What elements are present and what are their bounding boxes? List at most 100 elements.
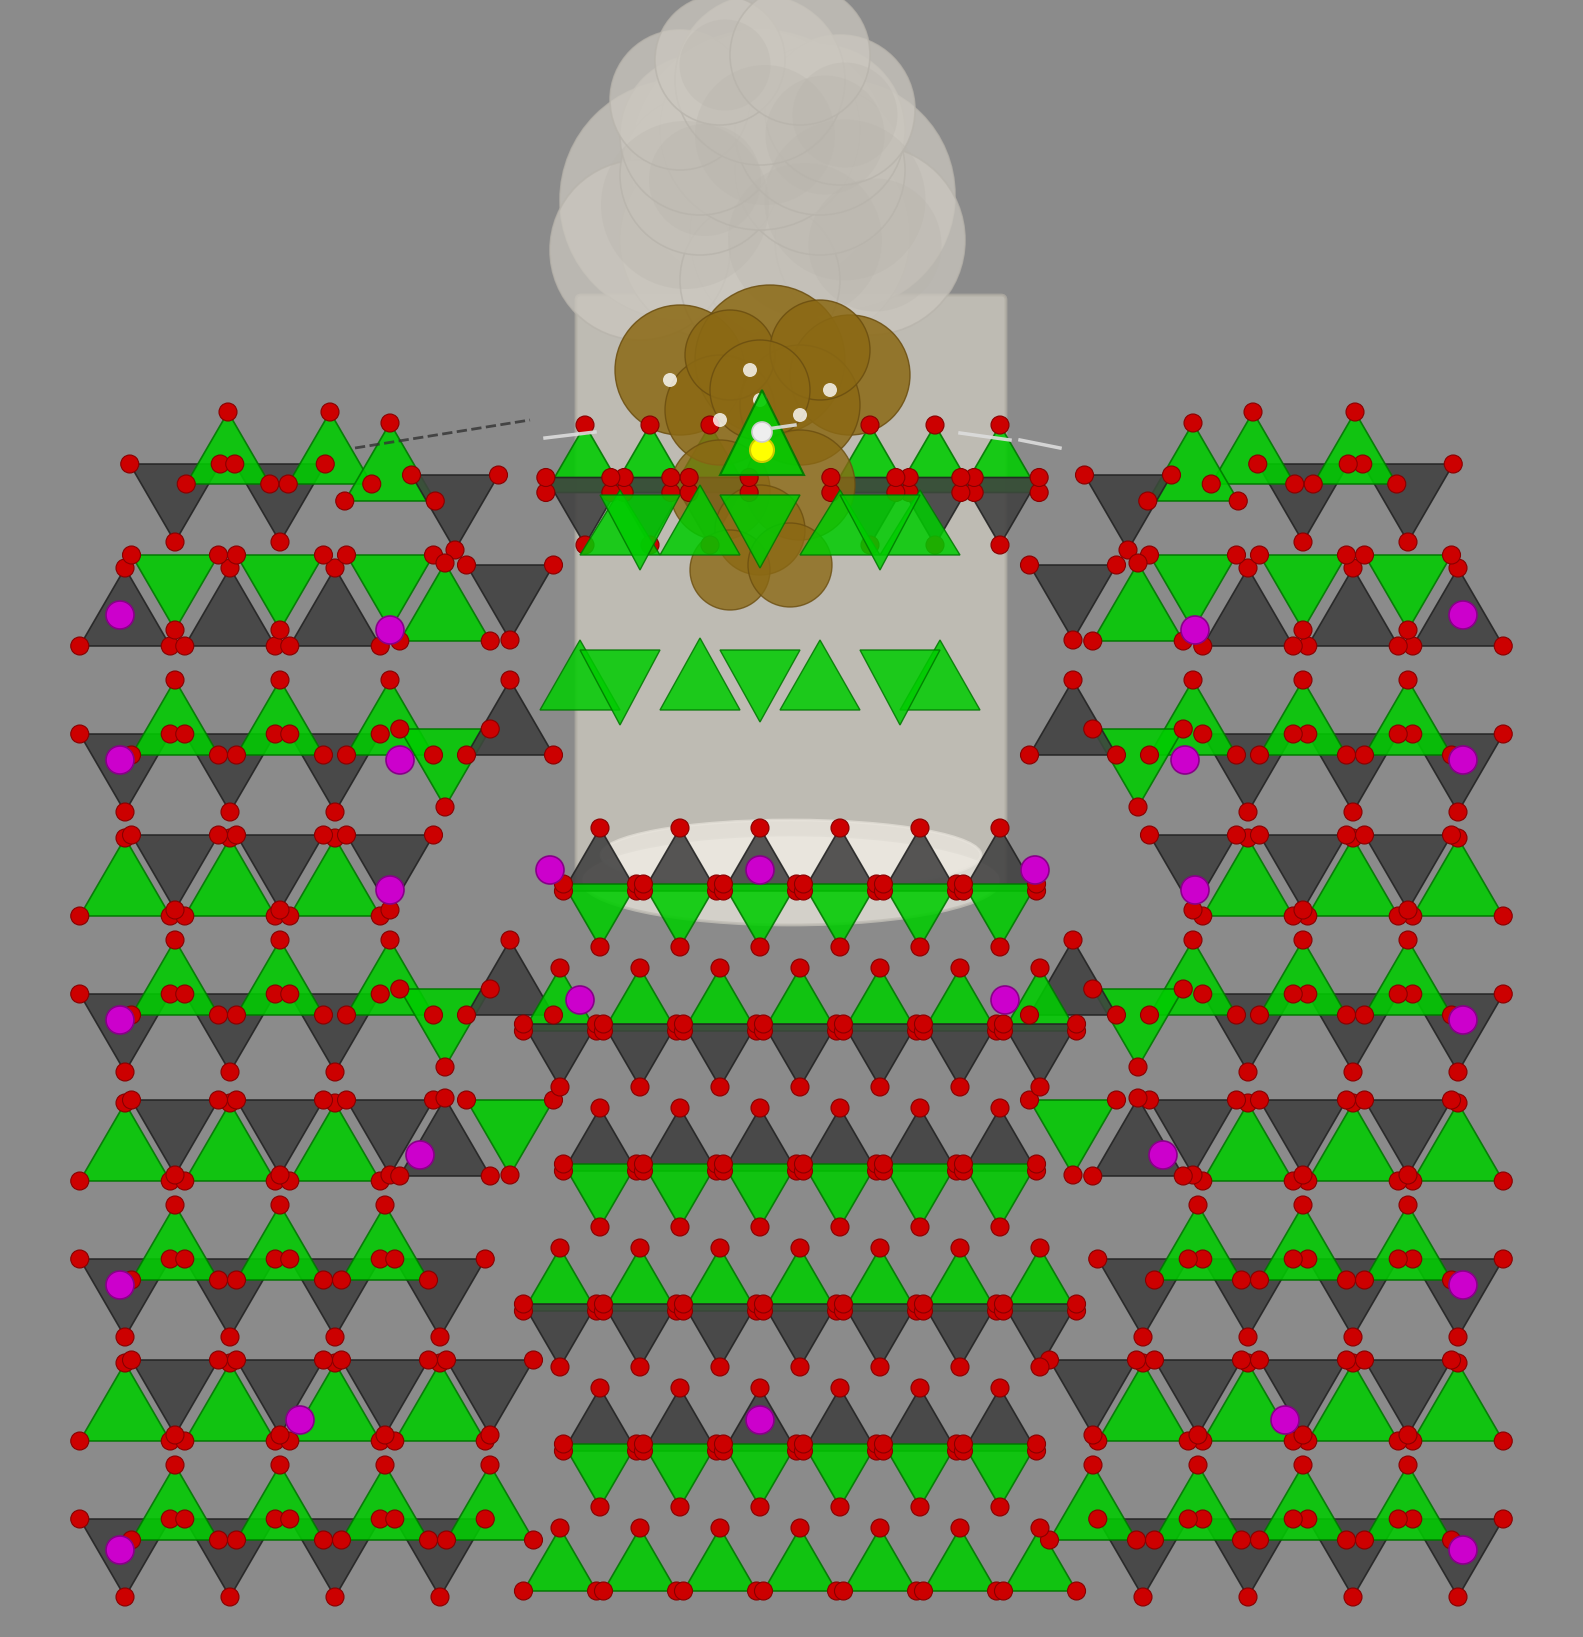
Circle shape [1390,637,1407,655]
Circle shape [122,547,141,565]
Polygon shape [1365,1360,1452,1436]
Circle shape [1390,1251,1407,1269]
Polygon shape [684,1527,757,1591]
Circle shape [1027,1436,1045,1454]
Polygon shape [600,494,681,570]
Circle shape [476,1509,494,1527]
Circle shape [910,938,929,956]
Circle shape [554,1442,573,1460]
Circle shape [948,1162,966,1180]
Circle shape [1184,671,1201,689]
Circle shape [1355,1007,1374,1025]
Circle shape [337,746,356,764]
Circle shape [649,124,761,236]
Circle shape [1293,900,1312,918]
Circle shape [1179,1509,1197,1527]
Polygon shape [964,1388,1037,1450]
Circle shape [1064,630,1083,648]
Polygon shape [524,1247,597,1311]
Circle shape [627,1436,646,1454]
Polygon shape [1365,835,1452,910]
Circle shape [71,1251,89,1269]
Circle shape [1129,1089,1148,1107]
Circle shape [1031,959,1050,977]
Circle shape [787,1156,806,1174]
Circle shape [382,931,399,949]
Circle shape [674,1581,692,1599]
Circle shape [750,938,769,956]
Circle shape [549,160,730,340]
Circle shape [874,1162,893,1180]
Circle shape [71,1509,89,1527]
Circle shape [746,856,774,884]
Circle shape [795,876,812,894]
Polygon shape [643,1444,717,1508]
Circle shape [915,1295,932,1313]
Circle shape [1239,828,1257,846]
Polygon shape [1004,1305,1076,1367]
Polygon shape [723,1444,796,1508]
Polygon shape [131,835,218,910]
Circle shape [161,1509,179,1527]
Polygon shape [524,1305,597,1367]
Circle shape [161,725,179,743]
Polygon shape [1308,568,1398,647]
Circle shape [537,468,556,486]
Polygon shape [1260,1100,1347,1175]
Polygon shape [187,413,269,485]
Circle shape [750,1098,769,1116]
Circle shape [716,485,806,575]
Circle shape [476,1251,494,1269]
Circle shape [769,300,871,399]
Circle shape [730,0,871,124]
Circle shape [1293,1166,1312,1184]
Polygon shape [1260,1205,1347,1280]
Circle shape [793,62,898,167]
Polygon shape [841,494,920,570]
Circle shape [315,827,332,845]
Polygon shape [564,1108,636,1170]
Polygon shape [79,1103,171,1180]
Circle shape [828,1295,845,1313]
Circle shape [446,540,464,558]
Circle shape [632,1359,649,1377]
Circle shape [1175,1167,1192,1185]
Circle shape [315,746,332,764]
Circle shape [831,1498,848,1516]
Circle shape [437,1531,456,1549]
Circle shape [711,1239,730,1257]
Circle shape [1189,1197,1206,1215]
Polygon shape [290,838,380,917]
Circle shape [632,959,649,977]
Circle shape [874,1436,893,1454]
Circle shape [674,1301,692,1319]
Circle shape [823,383,837,398]
Polygon shape [1260,940,1347,1015]
Circle shape [711,1359,730,1377]
Circle shape [500,931,519,949]
Polygon shape [467,565,554,640]
Circle shape [630,29,890,290]
Circle shape [1140,547,1159,565]
Circle shape [834,1581,853,1599]
Polygon shape [185,1519,275,1598]
Circle shape [280,1432,299,1450]
Circle shape [590,1378,609,1396]
Circle shape [228,827,245,845]
Circle shape [635,1442,652,1460]
Circle shape [662,468,679,486]
Circle shape [1338,1270,1355,1288]
Circle shape [106,601,135,629]
Polygon shape [236,679,323,755]
Polygon shape [1260,1360,1347,1436]
Circle shape [874,1442,893,1460]
Circle shape [377,616,404,643]
Circle shape [209,1270,228,1288]
Circle shape [228,1090,245,1108]
Circle shape [907,1301,926,1319]
Circle shape [595,1295,613,1313]
Circle shape [1227,1090,1246,1108]
Circle shape [1179,1251,1197,1269]
Circle shape [966,468,983,486]
Circle shape [106,1270,135,1300]
